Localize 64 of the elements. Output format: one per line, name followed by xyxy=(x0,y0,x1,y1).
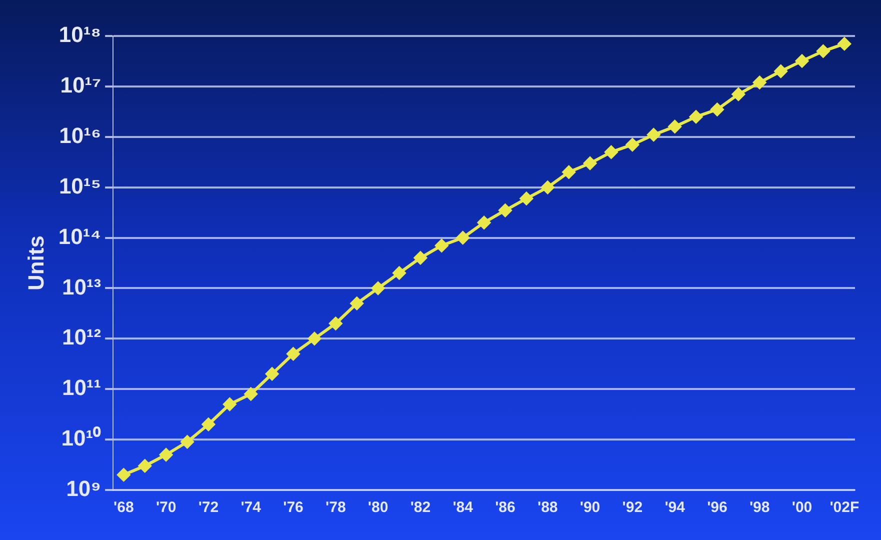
x-tick-label: '80 xyxy=(368,499,388,516)
point xyxy=(414,251,427,264)
x-tick-label: '76 xyxy=(283,499,304,516)
point xyxy=(796,54,809,68)
y-tick-label: 10¹¹ xyxy=(62,375,102,400)
point xyxy=(584,156,597,170)
y-tick-label: 10¹⁵ xyxy=(58,173,102,198)
y-tick-label: 10¹³ xyxy=(62,274,102,300)
point xyxy=(286,347,300,360)
point xyxy=(160,448,173,462)
x-tick-label: '74 xyxy=(240,499,262,516)
point xyxy=(668,120,682,134)
x-tick-label: '82 xyxy=(410,499,431,516)
point xyxy=(838,37,851,50)
point xyxy=(138,459,152,472)
x-tick-label: '92 xyxy=(622,499,643,516)
point xyxy=(372,282,385,295)
y-tick-label: 10¹⁶ xyxy=(59,122,102,148)
point xyxy=(732,88,745,101)
point xyxy=(266,367,279,380)
point xyxy=(710,102,724,116)
x-tick-label: '78 xyxy=(326,499,346,516)
y-tick-label: 10¹² xyxy=(62,324,102,350)
y-tick-label: 10¹⁷ xyxy=(60,72,102,98)
x-tick-label: '72 xyxy=(198,499,219,516)
point xyxy=(308,332,321,346)
x-tick-label: '94 xyxy=(664,499,686,516)
point xyxy=(435,239,448,252)
x-tick-label: '90 xyxy=(580,499,600,516)
point xyxy=(541,180,554,194)
point xyxy=(690,110,703,124)
x-tick-label: '02F xyxy=(830,499,860,516)
y-tick-label: 10¹⁴ xyxy=(58,224,102,249)
point xyxy=(498,204,512,217)
x-tick-label: '98 xyxy=(749,499,770,516)
point xyxy=(117,468,130,482)
y-tick-label: 10⁹ xyxy=(66,476,102,502)
point xyxy=(562,166,576,179)
point xyxy=(774,64,788,78)
x-tick-label: '68 xyxy=(114,499,134,516)
point xyxy=(180,435,194,448)
point xyxy=(329,316,342,330)
point xyxy=(816,44,830,58)
x-tick-label: '96 xyxy=(707,499,728,516)
y-tick-label: 10¹⁸ xyxy=(58,22,102,48)
point xyxy=(202,418,215,431)
point xyxy=(350,296,364,310)
point xyxy=(626,138,639,152)
point xyxy=(456,231,470,244)
point xyxy=(244,388,258,400)
point xyxy=(392,266,406,280)
point xyxy=(604,146,618,159)
y-tick-label: 10¹⁰ xyxy=(61,426,102,451)
x-tick-label: '84 xyxy=(452,499,474,516)
x-tick-label: '86 xyxy=(495,499,516,516)
point xyxy=(223,398,236,411)
point xyxy=(478,216,491,230)
y-axis-title: Units xyxy=(23,236,48,290)
point xyxy=(647,128,660,142)
point xyxy=(520,192,533,206)
x-tick-label: '70 xyxy=(156,499,176,516)
x-tick-label: '88 xyxy=(538,499,558,516)
x-tick-label: '00 xyxy=(792,499,812,516)
point xyxy=(753,76,766,89)
